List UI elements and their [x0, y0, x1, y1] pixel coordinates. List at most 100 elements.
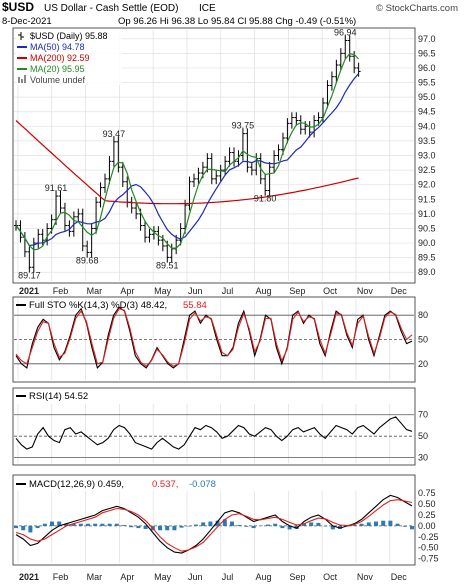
month-label-may: May — [154, 572, 172, 582]
rsi-tick-label: 30 — [418, 453, 428, 463]
macd-hist-bar — [107, 523, 112, 526]
sto-tick-label: 20 — [418, 359, 428, 369]
exchange-label: ICE — [199, 3, 216, 14]
macd-tick-label: -0.75 — [418, 554, 439, 564]
price-annotation: 89.51 — [156, 260, 179, 270]
price-tick-label: 91.0 — [418, 209, 436, 219]
macd-tick-label: 0.25 — [418, 510, 436, 520]
macd-hist-bar — [172, 525, 177, 531]
ma200-line — [15, 120, 359, 205]
macd-hist-bar — [330, 525, 335, 530]
price-annotation: 89.68 — [76, 255, 99, 265]
macd-hist-bar — [21, 525, 26, 531]
macd-hist-bar — [287, 525, 292, 530]
sto-series-0 — [15, 306, 413, 369]
ma50-line — [15, 73, 360, 247]
macd-hist-bar — [402, 525, 407, 527]
month-label-jun: Jun — [188, 286, 203, 296]
month-label-feb: Feb — [53, 286, 69, 296]
price-tick-label: 92.0 — [418, 180, 436, 190]
legend-price: $USD (Daily) 95.88 — [30, 31, 108, 41]
price-bar-icon — [18, 32, 24, 40]
legend-ma20: MA(20) 95.95 — [30, 64, 85, 74]
legend-volume: Volume undef — [30, 75, 86, 85]
macd-hist-bar — [201, 522, 206, 526]
legend-ma50: MA(50) 94.78 — [30, 42, 85, 52]
month-label-mar: Mar — [87, 572, 103, 582]
sto-tick-label: 80 — [418, 310, 428, 320]
price-tick-label: 91.5 — [418, 194, 436, 204]
series-layer — [14, 35, 413, 554]
macd-tick-label: 0.50 — [418, 499, 436, 509]
month-label-aug: Aug — [256, 286, 272, 296]
macd-hist-bar — [251, 525, 256, 529]
header-date: 8-Dec-2021 — [2, 16, 52, 27]
sto-tick-label: 50 — [418, 335, 428, 345]
macd-hist-bar — [194, 524, 198, 526]
sto-d-value: 55.84 — [183, 300, 207, 311]
macd-hist-bar — [230, 521, 234, 526]
macd-hist-bar — [410, 525, 414, 530]
macd-hist-bar — [35, 525, 40, 529]
price-annotation: 91.80 — [254, 194, 277, 204]
month-label-apr: Apr — [120, 572, 134, 582]
month-label-jul: Jul — [222, 572, 234, 582]
month-label-aug: Aug — [256, 572, 272, 582]
macd-hist-bar — [395, 523, 400, 526]
month-label-may: May — [154, 286, 172, 296]
price-annotation: 89.17 — [18, 270, 41, 280]
month-label-feb: Feb — [53, 572, 69, 582]
price-tick-label: 89.0 — [418, 267, 436, 277]
month-label-jun: Jun — [188, 572, 203, 582]
month-label-sep: Sep — [289, 572, 305, 582]
price-tick-label: 90.5 — [418, 223, 436, 233]
legend-ma200: MA(200) 92.59 — [30, 53, 90, 63]
macd-hist-bar — [366, 522, 371, 526]
month-label-oct: Oct — [323, 572, 338, 582]
macd-hist-bar — [338, 525, 342, 529]
macd-hist-bar — [143, 525, 148, 529]
price-tick-label: 97.0 — [418, 34, 436, 44]
symbol-title: $USD — [2, 0, 34, 14]
macd-hist-bar — [71, 523, 76, 526]
macd-hist-bar — [208, 521, 213, 526]
month-label-mar: Mar — [87, 286, 103, 296]
month-label-oct: Oct — [323, 286, 338, 296]
macd-hist-bar — [316, 522, 321, 526]
legend-box — [16, 30, 122, 85]
macd-hist-bar — [42, 523, 47, 526]
macd-hist-bar — [215, 520, 220, 526]
sto-legend: Full STO %K(14,3) %D(3) 48.42, 55.84 — [16, 300, 207, 311]
price-tick-label: 89.5 — [418, 253, 436, 263]
sto-series-1 — [15, 308, 413, 367]
macd-tick-label: -0.50 — [418, 543, 439, 553]
price-tick-label: 92.5 — [418, 165, 436, 175]
macd-hist-bar — [50, 521, 54, 526]
macd-hist-bar — [359, 523, 364, 526]
month-label-2021: 2021 — [19, 572, 39, 582]
macd-hist-bar — [93, 523, 98, 526]
macd-hist-bar — [302, 523, 306, 526]
macd-hist-bar — [309, 522, 314, 526]
macd-hist-bar — [266, 524, 270, 526]
rsi-series-0 — [15, 416, 413, 450]
macd-hist-bar — [165, 525, 170, 531]
price-annotation: 96.94 — [334, 28, 357, 38]
macd-hist-bar — [129, 525, 134, 528]
macd-hist-bar — [388, 520, 393, 526]
price-annotation: 93.47 — [103, 129, 126, 139]
macd-hist-bar — [186, 525, 191, 527]
price-tick-label: 94.0 — [418, 121, 436, 131]
month-label-nov: Nov — [357, 286, 374, 296]
price-annotation: 91.61 — [45, 183, 68, 193]
macd-hist-bar — [323, 525, 328, 527]
price-tick-label: 93.0 — [418, 151, 436, 161]
macd-hist-bar — [273, 523, 278, 526]
price-tick-label: 96.5 — [418, 48, 436, 58]
macd-hist-bar — [122, 525, 126, 526]
macd-hist-bar — [222, 519, 227, 526]
tick-labels: 2021 2021 Feb Feb Mar Mar Apr Apr May May Jun Jun Ju… — [18, 28, 438, 582]
macd-signal-value: 0.537, — [152, 479, 178, 490]
macd-tick-label: 0.00 — [418, 521, 436, 531]
macd-hist-bar — [179, 525, 184, 528]
